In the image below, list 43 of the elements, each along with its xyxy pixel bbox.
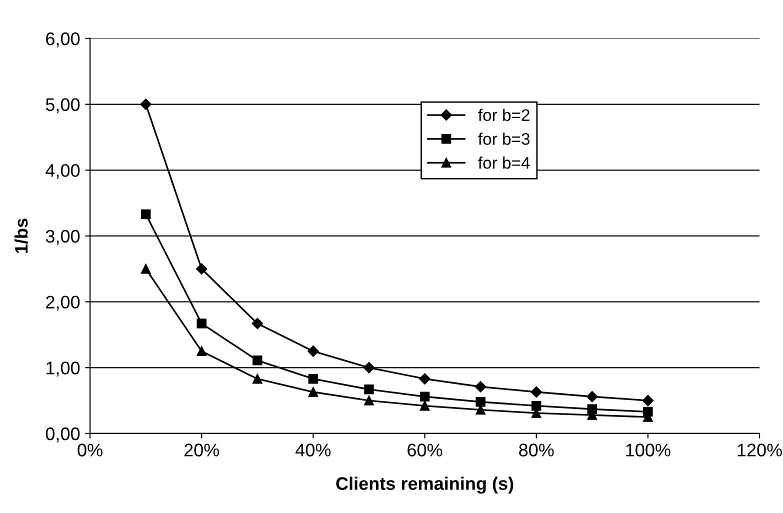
point (364, 396, 374, 406)
x-tick-label: 40% (296, 444, 331, 456)
y-tick-label: 4,00 (46, 164, 80, 179)
point (642, 394, 654, 406)
point (420, 400, 430, 411)
x-tick-label: 20% (184, 444, 220, 456)
y-tick-label: 1,00 (46, 362, 80, 377)
y-axis-title: 1/bs (14, 218, 28, 253)
y-tick-label: 6,00 (46, 32, 80, 48)
point (308, 346, 319, 357)
point (308, 374, 318, 384)
point (364, 384, 374, 394)
x-tick-label: 100% (626, 444, 670, 456)
legend-label: for b=2 (478, 108, 530, 122)
point (476, 397, 486, 407)
x-tick-label: 0% (78, 444, 102, 456)
y-tick-label: 0,00 (46, 427, 80, 442)
point (140, 209, 151, 220)
y-tick-label: 3,00 (46, 230, 80, 245)
point (196, 263, 208, 275)
point (196, 346, 206, 356)
point (252, 374, 262, 384)
point (308, 387, 318, 397)
point (252, 356, 262, 366)
point (530, 386, 542, 398)
legend-label: for b=4 (478, 156, 530, 169)
x-tick-label: 80% (519, 444, 554, 456)
point (140, 98, 152, 110)
x-axis-title: Clients remaining (s) (336, 476, 514, 494)
point (586, 391, 598, 402)
point (474, 381, 486, 392)
point (252, 318, 264, 330)
y-tick-label: 2,00 (46, 296, 80, 311)
point (420, 392, 430, 402)
point (419, 373, 430, 384)
point (196, 318, 206, 328)
x-tick-label: 60% (408, 444, 442, 456)
x-tick-label: 120% (738, 444, 782, 456)
point (531, 400, 542, 411)
point (140, 264, 151, 274)
legend-label: for b=3 (478, 132, 530, 145)
y-tick-label: 5,00 (46, 98, 80, 114)
point (363, 362, 375, 374)
